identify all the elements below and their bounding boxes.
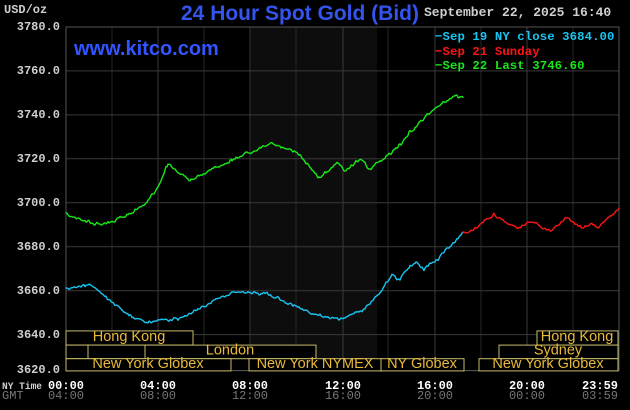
svg-text:12:00: 12:00 xyxy=(232,389,268,403)
svg-text:03:59: 03:59 xyxy=(582,389,618,403)
svg-text:04:00: 04:00 xyxy=(48,389,84,403)
svg-text:08:00: 08:00 xyxy=(140,389,176,403)
svg-text:20:00: 20:00 xyxy=(417,389,453,403)
svg-text:00:00: 00:00 xyxy=(509,389,545,403)
svg-text:16:00: 16:00 xyxy=(325,389,361,403)
svg-text:GMT: GMT xyxy=(2,389,24,403)
